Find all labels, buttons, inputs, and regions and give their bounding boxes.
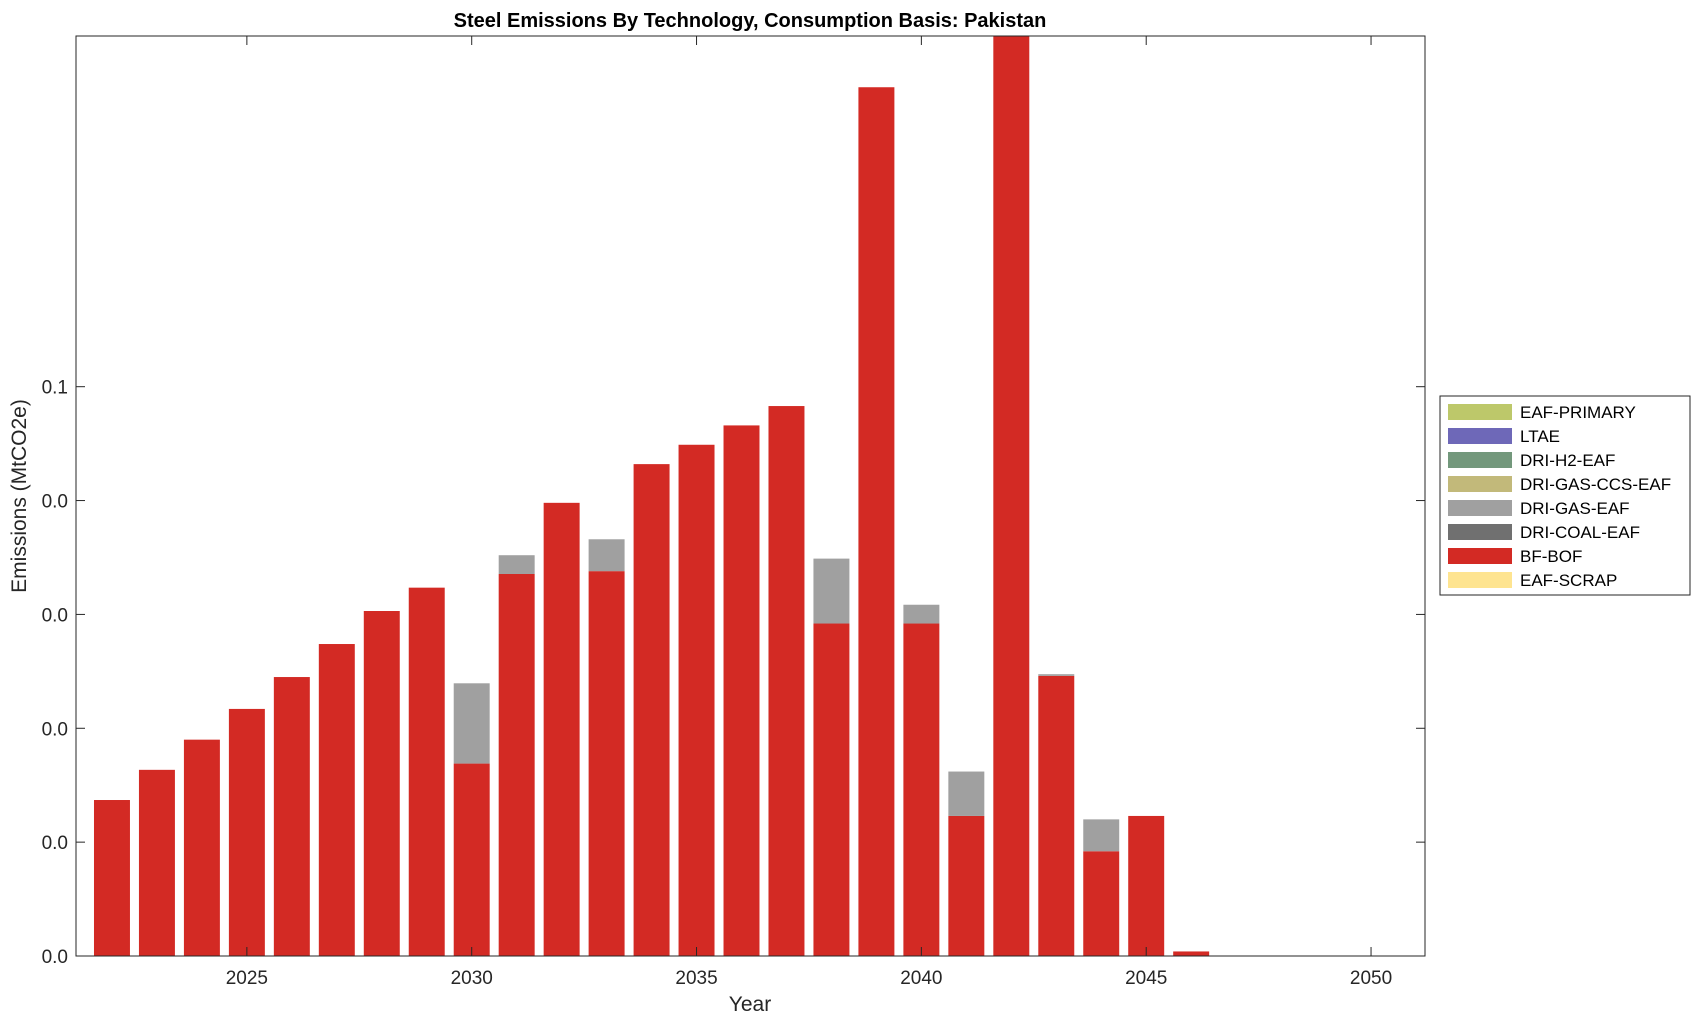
bar-bf-bof-2045 <box>1128 815 1165 956</box>
x-axis-label: Year <box>729 993 771 1016</box>
legend-label-bf-bof: BF-BOF <box>1520 547 1582 566</box>
legend-label-dri-gas-eaf: DRI-GAS-EAF <box>1520 499 1630 518</box>
y-tick-label: 0.1 <box>42 378 68 399</box>
bar-bf-bof-2039 <box>858 87 895 957</box>
bar-dri-gas-eaf-2043 <box>1038 674 1075 676</box>
y-tick-label: 0.0 <box>42 605 68 626</box>
ticks-layer: 2025 2030 2035 2040 2045 2050 0.0 0.0 0.0 0.0 0.0 0… <box>42 36 1425 989</box>
legend-label-eaf-primary: EAF-PRIMARY <box>1520 403 1636 422</box>
bar-bf-bof-2030 <box>453 763 490 956</box>
bar-dri-gas-eaf-2040 <box>903 604 940 624</box>
legend: EAF-PRIMARY LTAE DRI-H2-EAF DRI-GAS-CCS-EAF… <box>1439 395 1691 596</box>
bar-bf-bof-2033 <box>588 571 625 956</box>
bar-bf-bof-2023 <box>138 769 175 956</box>
legend-swatch-dri-h2-eaf <box>1448 452 1512 468</box>
bar-bf-bof-2027 <box>318 644 355 956</box>
bar-bf-bof-2026 <box>273 677 310 956</box>
bar-bf-bof-2031 <box>498 574 535 956</box>
chart-title: Steel Emissions By Technology, Consumpti… <box>454 10 1047 32</box>
bar-bf-bof-2040 <box>903 623 940 956</box>
bar-dri-gas-eaf-2041 <box>948 771 985 816</box>
legend-label-dri-coal-eaf: DRI-COAL-EAF <box>1520 523 1640 542</box>
bar-bf-bof-2029 <box>408 587 445 956</box>
x-tick-label: 2025 <box>226 968 268 989</box>
legend-swatch-dri-coal-eaf <box>1448 524 1512 540</box>
legend-swatch-eaf-primary <box>1448 404 1512 420</box>
bar-bf-bof-2041 <box>948 815 985 956</box>
x-tick-label: 2035 <box>675 968 717 989</box>
bar-bf-bof-2035 <box>678 444 715 956</box>
bar-bf-bof-2036 <box>723 425 760 956</box>
y-axis-label: Emissions (MtCO2e) <box>8 399 31 593</box>
bar-bf-bof-2043 <box>1038 675 1075 956</box>
x-tick-label: 2040 <box>900 968 942 989</box>
bar-dri-gas-eaf-2033 <box>588 539 625 572</box>
bar-dri-gas-eaf-2031 <box>498 555 535 574</box>
bar-dri-gas-eaf-2044 <box>1083 819 1120 852</box>
bar-bf-bof-2037 <box>768 406 805 956</box>
legend-swatch-dri-gas-eaf <box>1448 500 1512 516</box>
bar-bf-bof-2034 <box>633 464 670 956</box>
x-tick-label: 2050 <box>1350 968 1392 989</box>
bar-dri-gas-eaf-2030 <box>453 683 490 764</box>
bar-bf-bof-2024 <box>183 739 220 956</box>
y-tick-label: 0.0 <box>42 947 68 968</box>
bar-bf-bof-2038 <box>813 623 850 956</box>
bar-bf-bof-2025 <box>228 708 265 956</box>
y-tick-label: 0.0 <box>42 492 68 513</box>
bars-layer <box>93 36 1210 957</box>
legend-label-dri-gas-ccs-eaf: DRI-GAS-CCS-EAF <box>1520 475 1671 494</box>
bar-bf-bof-2032 <box>543 502 580 956</box>
legend-swatch-bf-bof <box>1448 548 1512 564</box>
x-tick-label: 2030 <box>451 968 493 989</box>
legend-label-eaf-scrap: EAF-SCRAP <box>1520 571 1617 590</box>
bar-bf-bof-2042 <box>993 36 1030 956</box>
y-tick-label: 0.0 <box>42 719 68 740</box>
legend-label-ltae: LTAE <box>1520 427 1560 446</box>
bar-bf-bof-2022 <box>93 800 130 956</box>
legend-swatch-dri-gas-ccs-eaf <box>1448 476 1512 492</box>
bar-bf-bof-2028 <box>363 611 400 956</box>
x-tick-label: 2045 <box>1125 968 1167 989</box>
plot-frame <box>75 35 1426 957</box>
bar-bf-bof-2044 <box>1083 851 1120 956</box>
bar-bf-bof-2046 <box>1173 951 1210 956</box>
y-tick-label: 0.0 <box>42 833 68 854</box>
legend-swatch-ltae <box>1448 428 1512 444</box>
legend-label-dri-h2-eaf: DRI-H2-EAF <box>1520 451 1615 470</box>
bar-dri-gas-eaf-2038 <box>813 558 850 624</box>
legend-swatch-eaf-scrap <box>1448 572 1512 588</box>
